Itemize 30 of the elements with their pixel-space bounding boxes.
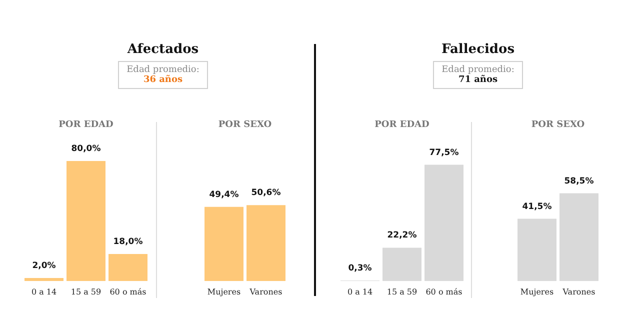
x-tick-label: 0 a 14 [347,288,373,297]
chart-title: POR SEXO [217,120,273,132]
data-label: 18,0% [113,237,144,247]
text: Edad promedio: [440,65,516,75]
data-label: 80,0% [71,144,102,154]
data-label: 0,3% [348,264,372,274]
x-tick-label: Mujeres [520,288,554,297]
chart-title: POR SEXO [530,120,586,132]
x-tick-label: 60 o más [426,288,462,297]
x-tick-label: Varones [248,288,282,297]
x-tick-label: 15 a 59 [386,288,418,297]
x-tick-label: Varones [562,288,596,297]
chart-title: POR EDAD [58,120,114,132]
x-tick-label: Mujeres [207,288,241,297]
x-tick-label: 0 a 14 [31,288,57,297]
text: Fallecidos [440,42,516,57]
text: 36 años [142,75,184,85]
data-label: 58,5% [564,176,594,186]
text: Afectados [126,42,200,57]
data-label: 2,0% [32,261,56,271]
x-tick-label: 60 o más [110,288,146,297]
data-label: 22,2% [387,230,418,241]
data-label: 49,4% [209,190,240,200]
chart-title: POR EDAD [374,120,430,132]
data-label: 77,5% [429,148,460,158]
text: 71 años [457,75,499,85]
data-label: 50,6% [251,188,282,198]
x-tick-label: 15 a 59 [70,288,102,297]
text: Edad promedio: [126,65,200,75]
data-label: 41,5% [522,202,552,212]
